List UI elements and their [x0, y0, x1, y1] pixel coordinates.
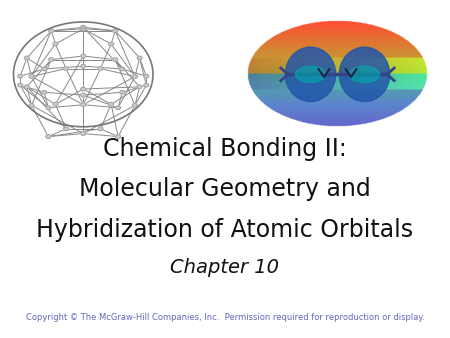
Circle shape — [24, 56, 29, 60]
Text: Chapter 10: Chapter 10 — [171, 258, 279, 276]
Circle shape — [46, 135, 51, 139]
Circle shape — [53, 102, 58, 106]
Text: Molecular Geometry and: Molecular Geometry and — [79, 177, 371, 201]
Circle shape — [116, 106, 121, 110]
Circle shape — [81, 27, 86, 31]
Circle shape — [81, 54, 86, 58]
Circle shape — [133, 75, 137, 78]
Circle shape — [144, 74, 148, 78]
Circle shape — [108, 42, 113, 46]
Circle shape — [81, 132, 86, 136]
Circle shape — [137, 56, 142, 60]
Circle shape — [98, 67, 103, 70]
Ellipse shape — [339, 47, 390, 102]
Ellipse shape — [295, 66, 326, 82]
Circle shape — [63, 67, 68, 70]
Circle shape — [81, 64, 86, 68]
Circle shape — [137, 85, 142, 89]
Circle shape — [108, 102, 113, 106]
Circle shape — [53, 42, 58, 46]
Circle shape — [81, 103, 86, 106]
Circle shape — [120, 91, 125, 94]
Circle shape — [18, 83, 22, 87]
Circle shape — [120, 67, 125, 71]
Circle shape — [42, 91, 47, 94]
Circle shape — [116, 135, 121, 139]
Ellipse shape — [285, 47, 336, 102]
Circle shape — [46, 106, 51, 110]
Circle shape — [113, 58, 117, 62]
Text: Chemical Bonding II:: Chemical Bonding II: — [103, 137, 347, 161]
Circle shape — [29, 75, 34, 78]
Circle shape — [49, 29, 54, 33]
Circle shape — [81, 93, 86, 97]
Circle shape — [24, 85, 29, 89]
Circle shape — [144, 83, 148, 87]
Circle shape — [29, 103, 34, 107]
Text: Copyright © The McGraw-Hill Companies, Inc.  Permission required for reproductio: Copyright © The McGraw-Hill Companies, I… — [26, 313, 424, 322]
Circle shape — [49, 58, 54, 62]
Circle shape — [81, 25, 86, 29]
Circle shape — [42, 67, 47, 71]
Circle shape — [63, 127, 68, 131]
Circle shape — [18, 74, 22, 78]
Circle shape — [14, 22, 153, 127]
Text: Hybridization of Atomic Orbitals: Hybridization of Atomic Orbitals — [36, 218, 414, 242]
Circle shape — [133, 103, 137, 107]
Ellipse shape — [349, 66, 380, 82]
Circle shape — [98, 127, 103, 131]
Circle shape — [81, 87, 86, 91]
Circle shape — [113, 29, 117, 33]
